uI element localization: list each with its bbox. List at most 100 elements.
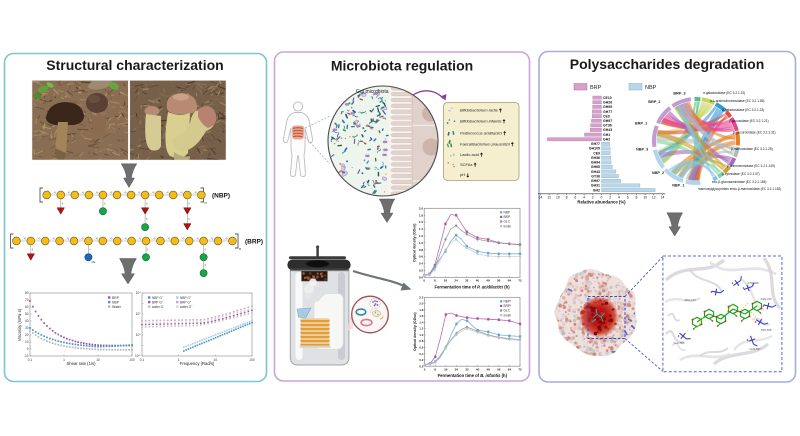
svg-text:exo-β-glucosaminidase (EC 3.2.: exo-β-glucosaminidase (EC 3.2.1.165) — [712, 180, 766, 184]
svg-text:BRP_3: BRP_3 — [673, 91, 685, 95]
svg-text:BRP: BRP — [112, 296, 120, 300]
svg-text:GLC: GLC — [504, 220, 511, 224]
svg-text:30: 30 — [25, 326, 29, 330]
svg-text:100: 100 — [136, 333, 142, 337]
svg-text:0.6: 0.6 — [419, 255, 424, 259]
svg-text:14: 14 — [539, 196, 543, 200]
svg-text:Bifidobacterium infantis: Bifidobacterium infantis — [460, 119, 501, 124]
svg-text:→4): →4) — [122, 237, 127, 241]
svg-text:GH94: GH94 — [591, 161, 600, 165]
svg-text:72: 72 — [518, 279, 522, 283]
svg-text:1.4: 1.4 — [419, 321, 424, 325]
svg-text:BRP G': BRP G' — [152, 300, 163, 304]
svg-text:80: 80 — [25, 291, 29, 295]
svg-text:Fermentation time of P. acidil: Fermentation time of P. acidilactici (h) — [435, 284, 511, 289]
svg-text:4: 4 — [583, 196, 585, 200]
svg-text:→4): →4) — [136, 237, 141, 241]
svg-text:6: 6 — [104, 201, 106, 205]
svg-text:mannosylglycoprotein endo-β-ma: mannosylglycoprotein endo-β-mannosidase … — [698, 187, 781, 191]
svg-text:→4): →4) — [93, 191, 98, 195]
svg-text:Optical density (OD600): Optical density (OD600) — [413, 223, 417, 262]
svg-text:64: 64 — [508, 368, 512, 372]
svg-text:6: 6 — [32, 247, 34, 251]
svg-text:8: 8 — [434, 368, 436, 372]
svg-text:72: 72 — [518, 368, 522, 372]
svg-text:GH1: GH1 — [603, 133, 610, 137]
svg-text:4: 4 — [618, 196, 620, 200]
svg-text:1.4: 1.4 — [419, 227, 424, 231]
svg-text:Fermentation time of B. infant: Fermentation time of B. infantis (h) — [438, 373, 508, 378]
svg-text:6: 6 — [205, 263, 207, 267]
svg-text:α-galactosidase (EC 3.2.1.22): α-galactosidase (EC 3.2.1.22) — [703, 91, 745, 95]
svg-text:10: 10 — [96, 358, 100, 362]
svg-text:GH97: GH97 — [603, 119, 612, 123]
svg-text:20: 20 — [25, 333, 29, 337]
svg-text:BRP: BRP — [504, 215, 511, 219]
svg-text:GH77: GH77 — [591, 142, 600, 146]
svg-text:60: 60 — [25, 305, 29, 309]
svg-text:1: 1 — [63, 358, 65, 362]
svg-text:GT36: GT36 — [591, 174, 600, 178]
svg-text:BRP*: BRP* — [504, 304, 513, 308]
svg-text:n: n — [205, 200, 207, 205]
svg-text:NBP_3: NBP_3 — [636, 147, 648, 151]
svg-text:1.8: 1.8 — [419, 308, 424, 312]
svg-text:NBP: NBP — [112, 300, 120, 304]
svg-text:Pediococcus acidilactici: Pediococcus acidilactici — [460, 130, 502, 135]
svg-text:NBP G': NBP G' — [152, 296, 163, 300]
svg-text:Me: Me — [92, 260, 96, 264]
svg-text:pH: pH — [460, 172, 465, 177]
svg-text:→4): →4) — [64, 237, 69, 241]
svg-text:GH95: GH95 — [603, 105, 612, 109]
svg-text:-10: -10 — [24, 354, 29, 358]
svg-text:→4): →4) — [151, 237, 156, 241]
svg-text:10: 10 — [214, 358, 218, 362]
svg-text:Shear rate (1/s): Shear rate (1/s) — [66, 361, 96, 366]
svg-text:→4): →4) — [192, 191, 197, 195]
svg-text:β-primeverosidase (EC 3.2.1.14: β-primeverosidase (EC 3.2.1.149) — [727, 164, 775, 168]
svg-text:NBP: NBP — [504, 211, 511, 215]
svg-text:→4): →4) — [21, 237, 26, 241]
svg-text:40: 40 — [476, 368, 480, 372]
svg-text:6: 6 — [146, 201, 148, 205]
svg-text:Inulin: Inulin — [504, 224, 512, 228]
svg-text:0.1: 0.1 — [140, 358, 145, 362]
svg-text:12: 12 — [547, 196, 551, 200]
svg-text:48: 48 — [486, 279, 490, 283]
svg-text:Microbiota regulation: Microbiota regulation — [331, 58, 473, 74]
svg-text:→4): →4) — [223, 237, 228, 241]
svg-text:Relative abundance (%): Relative abundance (%) — [577, 200, 626, 205]
svg-text:CE10: CE10 — [603, 96, 612, 100]
svg-text:β-galactosidase (EC 3.2.1.23): β-galactosidase (EC 3.2.1.23) — [722, 108, 764, 112]
svg-text:6: 6 — [146, 217, 148, 221]
svg-text:102: 102 — [136, 312, 142, 316]
svg-text:→4): →4) — [79, 237, 84, 241]
svg-text:NBP G'': NBP G'' — [180, 296, 191, 300]
svg-text:1.6: 1.6 — [419, 314, 424, 318]
svg-text:GLN-597: GLN-597 — [750, 347, 761, 351]
svg-text:→4): →4) — [50, 237, 55, 241]
svg-text:→4): →4) — [180, 237, 185, 241]
svg-text:NBP*: NBP* — [504, 300, 513, 304]
svg-text:32: 32 — [465, 279, 469, 283]
svg-text:1: 1 — [178, 358, 180, 362]
svg-text:β-xylosidase (EC 3.2.1.37): β-xylosidase (EC 3.2.1.37) — [722, 172, 760, 176]
svg-text:n: n — [239, 246, 241, 251]
svg-text:1.2: 1.2 — [419, 234, 424, 238]
svg-text:BRP_1: BRP_1 — [635, 122, 647, 126]
svg-text:NBP_2: NBP_2 — [652, 171, 664, 175]
svg-text:56: 56 — [497, 368, 501, 372]
svg-text:GH97: GH97 — [591, 179, 600, 183]
svg-text:→4): →4) — [122, 191, 127, 195]
svg-text:GH2: GH2 — [593, 188, 600, 192]
svg-text:8: 8 — [566, 196, 568, 200]
svg-text:6: 6 — [574, 196, 576, 200]
svg-text:10: 10 — [643, 196, 647, 200]
svg-text:1.6: 1.6 — [419, 220, 424, 224]
svg-text:10: 10 — [556, 196, 560, 200]
svg-text:0.4: 0.4 — [419, 262, 424, 266]
svg-text:10: 10 — [25, 340, 29, 344]
svg-text:1.8: 1.8 — [419, 213, 424, 217]
svg-text:TRP-568: TRP-568 — [761, 328, 772, 332]
svg-text:ARG-213: ARG-213 — [684, 298, 696, 302]
